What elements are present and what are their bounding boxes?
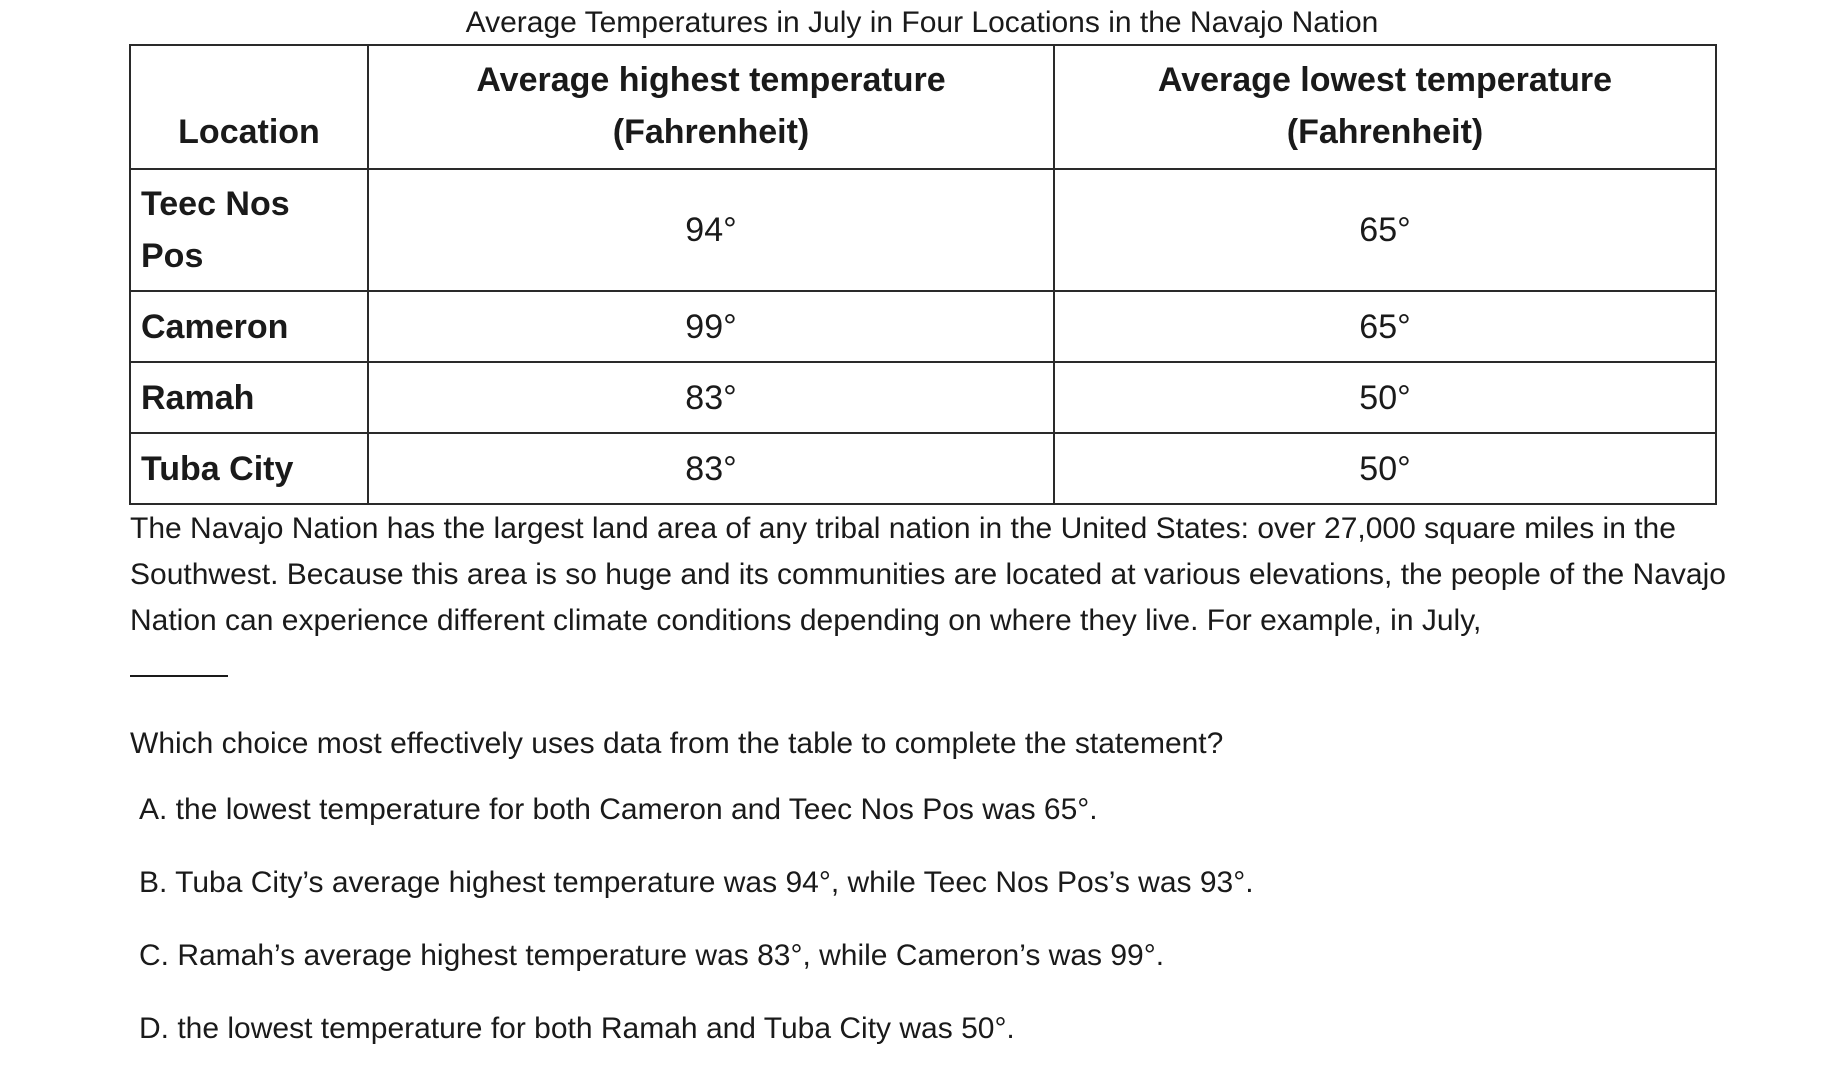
choice-b[interactable]: B. Tuba City’s average highest temperatu… bbox=[139, 866, 1254, 899]
table-row: Tuba City 83° 50° bbox=[129, 432, 1717, 505]
cell-avg-high: 99° bbox=[367, 290, 1055, 363]
answer-blank bbox=[130, 675, 228, 677]
cell-avg-high: 83° bbox=[367, 432, 1055, 505]
cell-avg-high: 94° bbox=[367, 168, 1055, 292]
cell-location: Cameron bbox=[129, 290, 369, 363]
question-text: Which choice most effectively uses data … bbox=[130, 727, 1224, 760]
table-row: Ramah 83° 50° bbox=[129, 361, 1717, 434]
header-avg-low: Average lowest temperature (Fahrenheit) bbox=[1053, 44, 1717, 170]
temperature-table: Location Average highest temperature (Fa… bbox=[129, 44, 1717, 505]
choice-a[interactable]: A. the lowest temperature for both Camer… bbox=[139, 793, 1098, 826]
header-avg-high-line1: Average highest temperature bbox=[476, 61, 946, 99]
passage-text: The Navajo Nation has the largest land a… bbox=[130, 512, 1726, 637]
cell-location: Tuba City bbox=[129, 432, 369, 505]
header-avg-low-line1: Average lowest temperature bbox=[1157, 61, 1613, 99]
header-location: Location bbox=[129, 44, 369, 170]
cell-avg-low: 50° bbox=[1053, 361, 1717, 434]
table-row: Teec Nos Pos 94° 65° bbox=[129, 168, 1717, 292]
table-header-row: Location Average highest temperature (Fa… bbox=[129, 44, 1717, 170]
header-avg-high: Average highest temperature (Fahrenheit) bbox=[367, 44, 1055, 170]
choice-c[interactable]: C. Ramah’s average highest temperature w… bbox=[139, 939, 1165, 972]
header-avg-low-line2: (Fahrenheit) bbox=[1286, 113, 1484, 151]
cell-location: Ramah bbox=[129, 361, 369, 434]
table-caption: Average Temperatures in July in Four Loc… bbox=[465, 6, 1379, 39]
cell-location: Teec Nos Pos bbox=[129, 168, 369, 292]
table-row: Cameron 99° 65° bbox=[129, 290, 1717, 363]
cell-avg-low: 65° bbox=[1053, 290, 1717, 363]
header-avg-high-line2: (Fahrenheit) bbox=[612, 113, 810, 151]
answer-choices: A. the lowest temperature for both Camer… bbox=[139, 790, 1254, 1082]
cell-avg-high: 83° bbox=[367, 361, 1055, 434]
choice-d[interactable]: D. the lowest temperature for both Ramah… bbox=[139, 1012, 1015, 1045]
cell-avg-low: 50° bbox=[1053, 432, 1717, 505]
cell-avg-low: 65° bbox=[1053, 168, 1717, 292]
